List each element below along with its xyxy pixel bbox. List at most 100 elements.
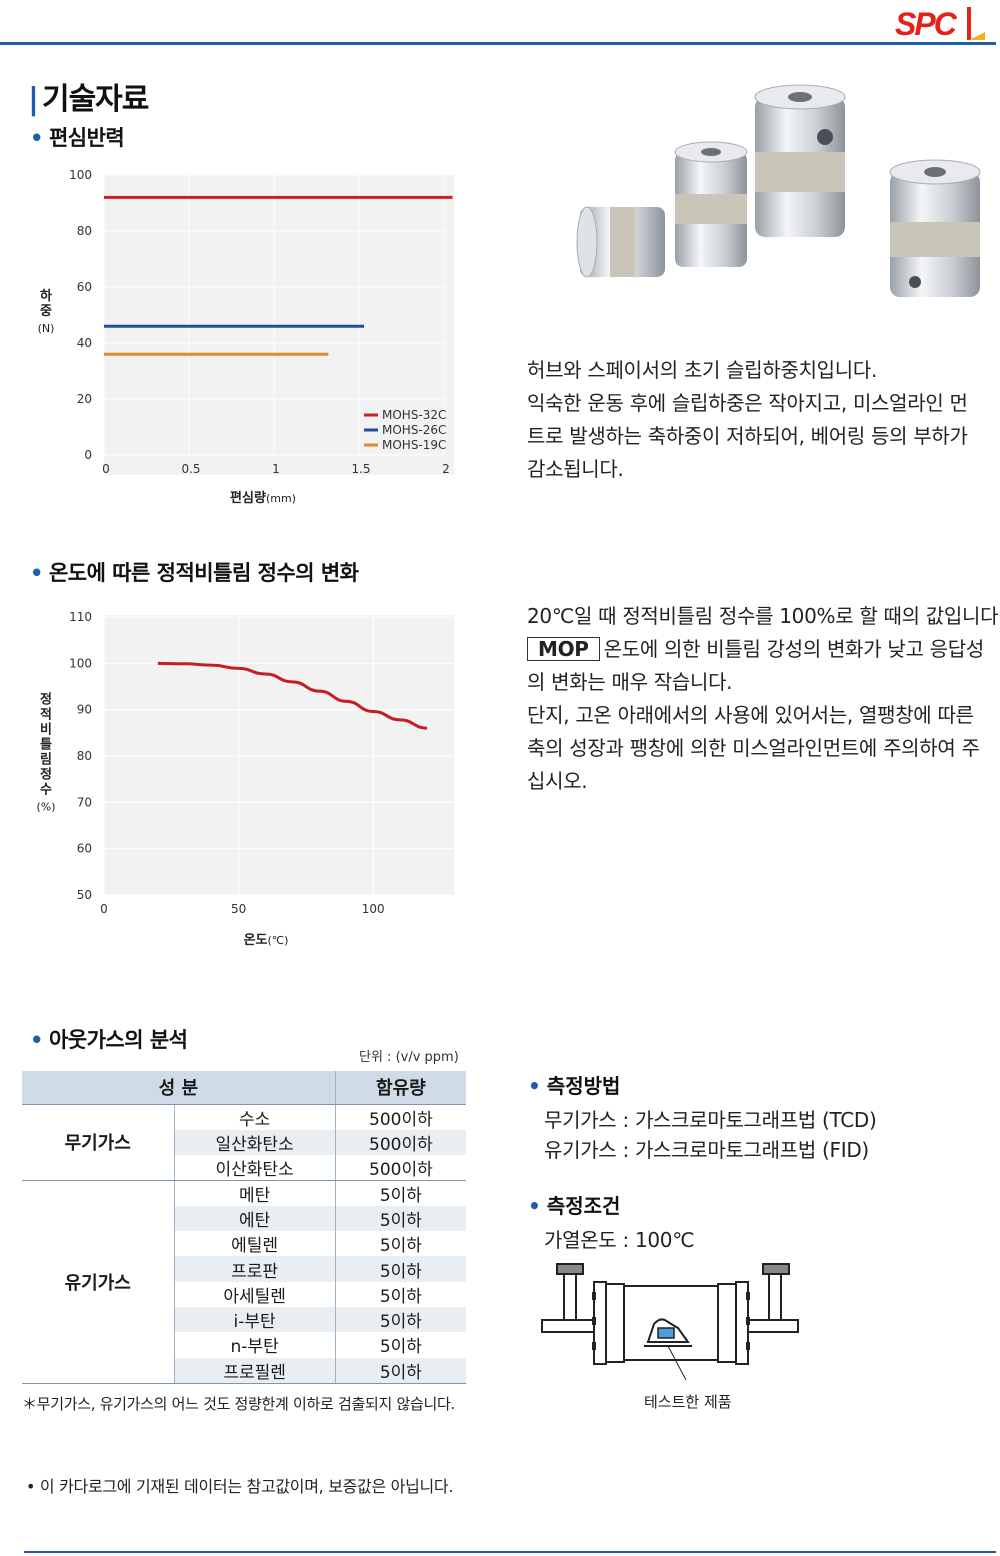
y-tick-label: 20 [77,392,92,406]
x-tick-label: 0.5 [181,462,200,476]
y-axis-unit: (%) [36,801,55,814]
section-eccentric-title: • 편심반력 [30,126,125,150]
table-row: n-부탄 5이하 [22,1332,466,1358]
eccentric-chart: 100 80 60 40 20 0 0 0.5 1 1.5 2 MOHS-32CMOHS-26CM… [38,168,454,506]
legend-label: MOHS-32C [382,408,446,422]
page-title: | 기술자료 [28,82,149,117]
disclaimer: • 이 카다로그에 기재된 데이터는 참고값이며, 보증값은 아닙니다. [26,1477,454,1496]
condition-title: • 측정조건 [528,1194,621,1218]
content-cell: 5이하 [335,1205,466,1232]
y-tick-label: 60 [77,280,92,294]
outgas-table: 성 분 함유량 무기가스 수소 500이하 일산화탄소 500이하 이산화탄소 500이하 유… [22,1071,466,1384]
method-line-organic: 유기가스 : 가스크로마토그래프법 (FID) [544,1138,869,1162]
component-cell: n-부탄 [174,1332,336,1358]
x-tick-label: 0 [102,462,110,476]
content-cell: 5이하 [335,1306,466,1333]
footer-rule [24,1551,996,1553]
x-tick-label: 100 [362,902,385,916]
table-row: 에탄 5이하 [22,1205,466,1232]
eccentric-description: 허브와 스페이서의 초기 슬립하중치입니다. 익숙한 운동 후에 슬립하중은 작… [527,358,968,481]
x-tick-label: 0 [100,902,108,916]
section-outgas-title: • 아웃가스의 분석 [30,1028,188,1052]
x-axis-label: 온도 [244,933,268,948]
header-rule [0,42,996,45]
coupling-product-photo [576,84,981,297]
series-line-0 [157,661,428,730]
y-axis-label-char: 중 [40,304,52,319]
test-apparatus-diagram [541,1263,799,1380]
component-cell: 메탄 [174,1180,336,1206]
temperature-description: 20℃일 때 정적비틀림 정수를 100%로 할 때의 값입니다. MOP 온도에… [527,604,1000,793]
component-cell: 에탄 [174,1205,336,1232]
y-axis-unit: (N) [38,322,55,335]
component-cell: 에틸렌 [174,1231,336,1257]
y-tick-label: 60 [77,842,92,856]
component-cell: 이산화탄소 [174,1154,336,1181]
y-tick-label: 70 [77,795,92,809]
y-tick-label: 0 [84,448,92,462]
y-tick-label: 80 [77,224,92,238]
y-axis-label-char: 적 [40,707,52,723]
y-axis-label-char: 림 [40,753,52,768]
method-line-inorganic: 무기가스 : 가스크로마토그래프법 (TCD) [544,1108,877,1132]
mop-badge: MOP [527,637,600,661]
table-row: 이산화탄소 500이하 [22,1154,466,1181]
condition-line: 가열온도 : 100℃ [544,1228,695,1252]
svg-text:SPC: SPC [895,6,958,42]
table-row: 아세틸렌 5이하 [22,1281,466,1307]
header-component: 성 분 [22,1071,336,1105]
y-axis-label-char: 정 [40,692,52,708]
spc-logo: SPC [895,6,985,42]
x-tick-label: 1 [272,462,280,476]
legend-label: MOHS-19C [382,438,446,452]
header-content: 함유량 [335,1071,466,1105]
group-name: 무기가스 [22,1104,175,1181]
x-tick-label: 1.5 [351,462,370,476]
content-cell: 5이하 [335,1357,466,1384]
component-cell: i-부탄 [174,1306,336,1333]
table-row: 프로판 5이하 [22,1256,466,1282]
table-row: 프로필렌 5이하 [22,1357,466,1384]
y-tick-label: 80 [77,749,92,763]
content-cell: 5이하 [379,1185,422,1206]
y-tick-label: 100 [69,656,92,670]
unit-note: 단위 : (v/v ppm) [359,1050,459,1065]
table-footnote: ＊무기가스, 유기가스의 어느 것도 정량한계 이하로 검출되지 않습니다. [22,1395,455,1413]
table-row: 에틸렌 5이하 [22,1231,466,1257]
x-axis-unit: (mm) [266,492,296,505]
svg-text:온도(℃): 온도(℃) [244,933,289,948]
method-title: • 측정방법 [528,1074,621,1098]
component-cell: 프로판 [174,1256,336,1282]
x-tick-label: 50 [231,902,246,916]
table-row: 무기가스 수소 500이하 [22,1104,466,1181]
content-cell: 500이하 [335,1129,466,1155]
y-tick-label: 90 [77,703,92,717]
x-axis-unit: (℃) [267,934,288,947]
component-cell: 수소 [174,1104,336,1130]
y-axis-label-char: 수 [40,783,52,798]
component-cell: 아세틸렌 [174,1281,336,1307]
content-cell: 5이하 [379,1337,422,1358]
x-tick-label: 2 [442,462,450,476]
component-cell: 프로필렌 [174,1357,336,1384]
section-temperature-title: • 온도에 따른 정적비틀림 정수의 변화 [30,561,359,585]
content-cell: 500이하 [335,1154,466,1181]
content-cell: 5이하 [335,1256,466,1282]
svg-text:편심량(mm): 편심량(mm) [230,490,296,506]
table-row: i-부탄 5이하 [22,1306,466,1333]
content-cell: 5이하 [379,1286,422,1307]
group-name: 유기가스 [22,1180,175,1384]
x-axis-label: 편심량 [230,490,266,506]
y-tick-label: 100 [69,168,92,182]
y-tick-label: 110 [69,610,92,624]
table-row: 일산화탄소 500이하 [22,1129,466,1155]
content-cell: 5이하 [379,1236,422,1257]
content-cell: 500이하 [369,1109,433,1130]
y-axis-label-char: 비 [40,723,52,738]
apparatus-caption: 테스트한 제품 [644,1393,732,1411]
y-tick-label: 50 [77,888,92,902]
table-row: 유기가스 메탄 5이하 [22,1180,466,1384]
component-cell: 일산화탄소 [174,1129,336,1155]
y-axis-label-char: 정 [40,767,52,783]
